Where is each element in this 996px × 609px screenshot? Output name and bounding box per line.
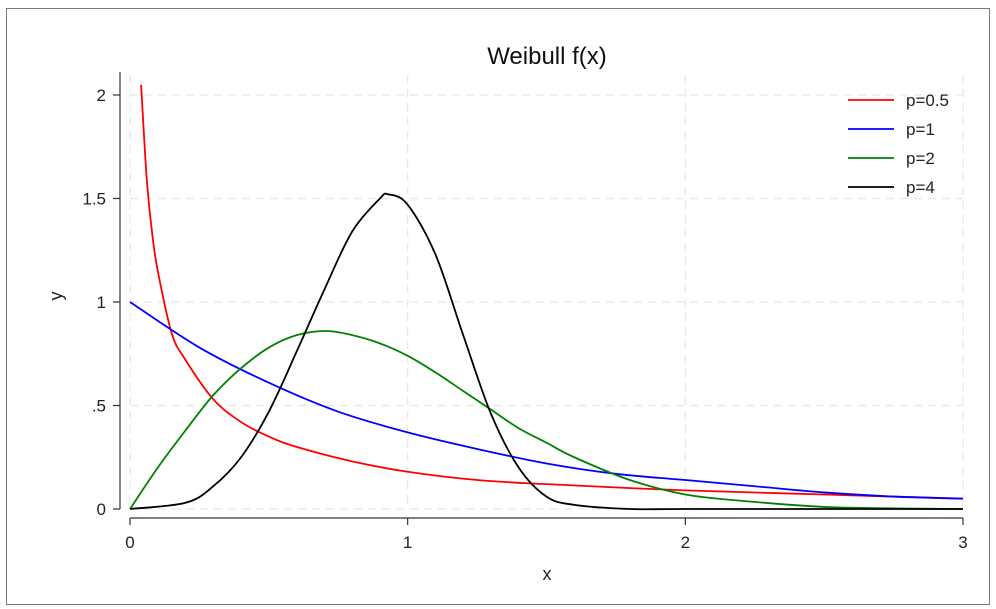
series-line-2 bbox=[129, 301, 964, 500]
legend-label-1: p=0.5 bbox=[906, 91, 949, 110]
series-line-3 bbox=[129, 330, 964, 510]
y-tick-label: 1 bbox=[97, 293, 106, 312]
legend-label-4: p=4 bbox=[906, 178, 935, 197]
y-tick-label: 1.5 bbox=[82, 190, 106, 209]
x-axis-label: x bbox=[543, 564, 552, 584]
chart-title: Weibull f(x) bbox=[487, 43, 607, 70]
grid-lines bbox=[129, 75, 964, 510]
y-tick-label: 2 bbox=[97, 86, 106, 105]
series-lines bbox=[129, 84, 964, 511]
y-tick-label: .5 bbox=[92, 397, 106, 416]
x-tick-label: 1 bbox=[403, 533, 412, 552]
x-tick-label: 0 bbox=[125, 533, 134, 552]
legend-label-3: p=2 bbox=[906, 149, 935, 168]
x-tick-label: 3 bbox=[958, 533, 967, 552]
series-line-1 bbox=[140, 84, 964, 500]
axes: 0 .5 1 1.5 2 0 1 2 3 bbox=[82, 72, 968, 552]
x-tick-label: 2 bbox=[681, 533, 690, 552]
legend: p=0.5 p=1 p=2 p=4 bbox=[848, 91, 949, 197]
y-tick-label: 0 bbox=[97, 500, 106, 519]
series-line-4 bbox=[129, 192, 963, 511]
y-axis-label: y bbox=[46, 292, 66, 301]
legend-label-2: p=1 bbox=[906, 120, 935, 139]
